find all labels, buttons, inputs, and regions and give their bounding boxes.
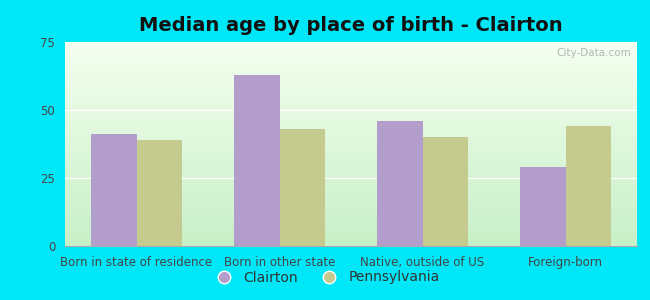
- Bar: [520, 167, 566, 246]
- Bar: [136, 140, 182, 246]
- Bar: [280, 129, 325, 246]
- Legend: Clairton, Pennsylvania: Clairton, Pennsylvania: [205, 265, 445, 290]
- Bar: [566, 126, 611, 246]
- Text: City-Data.com: City-Data.com: [556, 48, 631, 58]
- Bar: [377, 121, 423, 246]
- Bar: [422, 137, 468, 246]
- Bar: [234, 75, 280, 246]
- Title: Median age by place of birth - Clairton: Median age by place of birth - Clairton: [139, 16, 563, 35]
- Bar: [91, 134, 136, 246]
